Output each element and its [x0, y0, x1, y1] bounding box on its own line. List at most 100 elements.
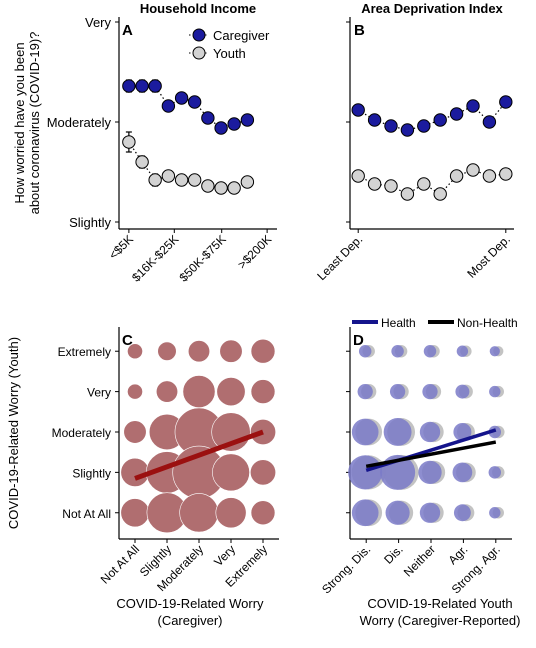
panel-c-axes	[115, 327, 279, 543]
data-point	[433, 113, 447, 127]
y-axis-title: How worried have you beenabout coronavir…	[12, 32, 42, 215]
bubble	[155, 380, 179, 403]
data-point	[187, 95, 202, 109]
data-point	[240, 113, 255, 127]
data-point	[384, 119, 398, 133]
bubble-health	[419, 502, 441, 523]
data-point	[400, 123, 415, 137]
y-tick-label: Extremely	[58, 345, 111, 359]
bubble-health	[389, 383, 406, 400]
x-tick-label: Least Dep.	[314, 232, 365, 283]
data-point	[135, 79, 149, 93]
data-point	[417, 177, 431, 191]
x-tick-label: Not At All	[98, 542, 142, 586]
data-point	[214, 181, 228, 195]
bubble-health	[453, 422, 472, 441]
bubble	[250, 459, 276, 486]
bubble	[187, 340, 211, 363]
panel-c-bubbles	[120, 338, 276, 534]
x-tick-label: Very	[211, 542, 238, 569]
bubble-health	[418, 460, 442, 485]
bubble	[157, 341, 177, 361]
data-point	[174, 91, 189, 105]
data-point	[201, 111, 215, 125]
data-point	[135, 155, 149, 169]
bubble	[120, 498, 150, 528]
legend-label: Non-Health	[457, 316, 518, 330]
bubble	[212, 453, 250, 492]
bubble-health	[455, 384, 470, 399]
panel-d-bubbles	[348, 344, 505, 527]
series-line	[128, 85, 248, 129]
panel-d-axes	[346, 327, 512, 543]
bubble	[215, 497, 247, 529]
data-point	[201, 179, 215, 193]
bubble	[182, 375, 216, 409]
x-tick-label: Agr.	[446, 542, 471, 567]
bubble-health	[488, 466, 502, 479]
x-tick-label: $16K-$25K	[129, 232, 181, 284]
y-tick-label: Moderately	[52, 426, 111, 440]
data-point	[449, 107, 464, 121]
data-point	[351, 103, 365, 117]
y-tick-label: Very	[85, 15, 112, 30]
bubble	[250, 500, 276, 526]
y-tick-label: Moderately	[47, 115, 112, 130]
bubble-health	[456, 345, 469, 357]
panel-c-letter: C	[122, 332, 133, 349]
bubble-health	[358, 344, 372, 358]
data-point	[122, 135, 136, 149]
legend-label: Health	[381, 316, 416, 330]
y-tick-label: Slightly	[69, 215, 111, 230]
data-point	[240, 175, 255, 189]
panel-a-axes	[115, 17, 277, 233]
legend-label: Caregiver	[213, 28, 270, 43]
bubble	[127, 383, 143, 400]
panel-a-legend: Caregiver Youth	[189, 28, 270, 61]
series-line	[357, 101, 507, 131]
data-point	[466, 99, 480, 113]
panel-a-letter: A	[122, 22, 133, 39]
data-point	[499, 95, 513, 109]
data-point	[161, 99, 176, 113]
data-point	[214, 121, 228, 135]
x-axis-title: COVID-19-Related Youth Worry (Caregiver-R…	[360, 596, 521, 628]
bubble-health	[422, 383, 438, 400]
bubble	[250, 379, 276, 404]
bubble-health	[383, 418, 412, 446]
bubble-health	[423, 344, 437, 358]
bubble	[216, 377, 246, 407]
data-point	[187, 173, 202, 187]
bubble-health	[348, 455, 383, 490]
x-axis-title-line: Worry (Caregiver-Reported)	[360, 613, 521, 628]
data-point	[367, 177, 382, 191]
data-point	[417, 119, 431, 133]
panel-b-series	[351, 95, 513, 201]
legend-marker	[192, 46, 206, 60]
data-point	[466, 163, 480, 177]
x-tick-label: Dis.	[381, 542, 406, 567]
legend-label: Youth	[213, 46, 246, 61]
data-point	[122, 79, 136, 93]
bubble-health	[489, 346, 500, 357]
bubble-health	[453, 504, 471, 522]
legend-marker	[192, 28, 206, 42]
data-point	[148, 173, 162, 187]
bubble	[219, 339, 243, 363]
data-point	[482, 169, 497, 183]
nonhealth-line	[365, 440, 497, 469]
data-point	[174, 173, 189, 187]
panel-b-title: Area Deprivation Index	[361, 1, 503, 16]
x-axis-title-line: COVID-19-Related Youth	[367, 596, 512, 611]
data-point	[384, 179, 398, 193]
bubble-health	[419, 421, 441, 443]
x-tick-label: >$200K	[235, 232, 274, 271]
y-tick-label: Not At All	[62, 507, 111, 521]
regression-line	[134, 429, 264, 481]
panel-b-axes	[346, 17, 514, 233]
data-point	[400, 187, 415, 201]
data-point	[227, 181, 241, 195]
bubble-health	[357, 383, 373, 400]
data-point	[449, 169, 464, 183]
data-point	[367, 113, 382, 127]
